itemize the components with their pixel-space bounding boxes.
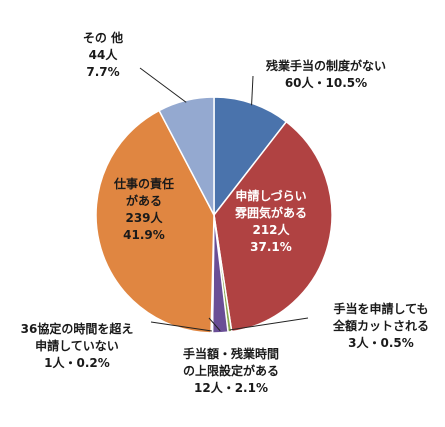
slice-label-6-line-2: 7.7% [86, 65, 119, 79]
slice-label-5-line-0: 仕事の責任 [113, 176, 174, 191]
pie-slice-1 [213, 120, 333, 333]
pie-slices [95, 96, 333, 334]
slice-label-2-line-1: 全額カットされる [332, 318, 429, 333]
slice-label-1-line-1: 雰囲気がある [235, 205, 307, 220]
slice-label-6-line-0: その 他 [83, 30, 123, 45]
slice-label-5-line-1: がある [126, 193, 162, 208]
slice-label-4: 36協定の時間を超え申請していない 1人・0.2% [21, 321, 134, 370]
pie-slice-0 [213, 96, 288, 218]
leader-line-0 [251, 75, 254, 106]
leader-line-3 [208, 317, 221, 332]
slice-label-2-line-2: 3人・0.5% [348, 335, 414, 350]
leader-line-4 [150, 321, 212, 332]
pie-slice-6 [158, 96, 215, 216]
slice-label-4-line-0: 36協定の時間を超え [21, 321, 134, 336]
slice-label-0-line-0: 残業手当の制度がない [266, 58, 386, 73]
slice-label-0: 残業手当の制度がない 60人・10.5% [266, 58, 386, 90]
slice-label-1-line-2: 212人 [252, 222, 290, 237]
leader-lines [139, 67, 309, 332]
slice-label-1-line-3: 37.1% [250, 240, 292, 254]
slice-label-3: 手当額・残業時間の上限設定がある 12人・2.1% [183, 346, 279, 395]
slice-label-3-line-0: 手当額・残業時間 [183, 346, 279, 361]
slice-label-2: 手当を申請しても全額カットされる 3人・0.5% [332, 301, 429, 350]
slice-label-4-line-1: 申請していない [35, 338, 119, 353]
slice-label-3-line-1: の上限設定がある [183, 363, 279, 378]
slice-label-6-line-1: 44人 [89, 47, 119, 62]
slice-label-1-line-0: 申請しづらい [235, 188, 306, 203]
slice-label-6: その 他 44人 7.7% [83, 30, 123, 79]
leader-line-6 [139, 67, 187, 103]
slice-labels: 残業手当の制度がない 60人・10.5% 申請しづらい雰囲気がある 212人 37.1%… [21, 30, 429, 395]
slice-label-5: 仕事の責任がある 239人 41.9% [113, 176, 174, 242]
slice-label-4-line-2: 1人・0.2% [44, 355, 110, 370]
slice-label-2-line-0: 手当を申請しても [333, 301, 428, 316]
slice-label-0-line-1: 60人・10.5% [285, 75, 367, 90]
slice-label-5-line-2: 239人 [125, 210, 163, 225]
slice-label-5-line-3: 41.9% [123, 228, 165, 242]
slice-label-3-line-2: 12人・2.1% [194, 380, 268, 395]
slice-label-1: 申請しづらい雰囲気がある 212人 37.1% [235, 188, 307, 254]
leader-line-2 [229, 317, 309, 331]
